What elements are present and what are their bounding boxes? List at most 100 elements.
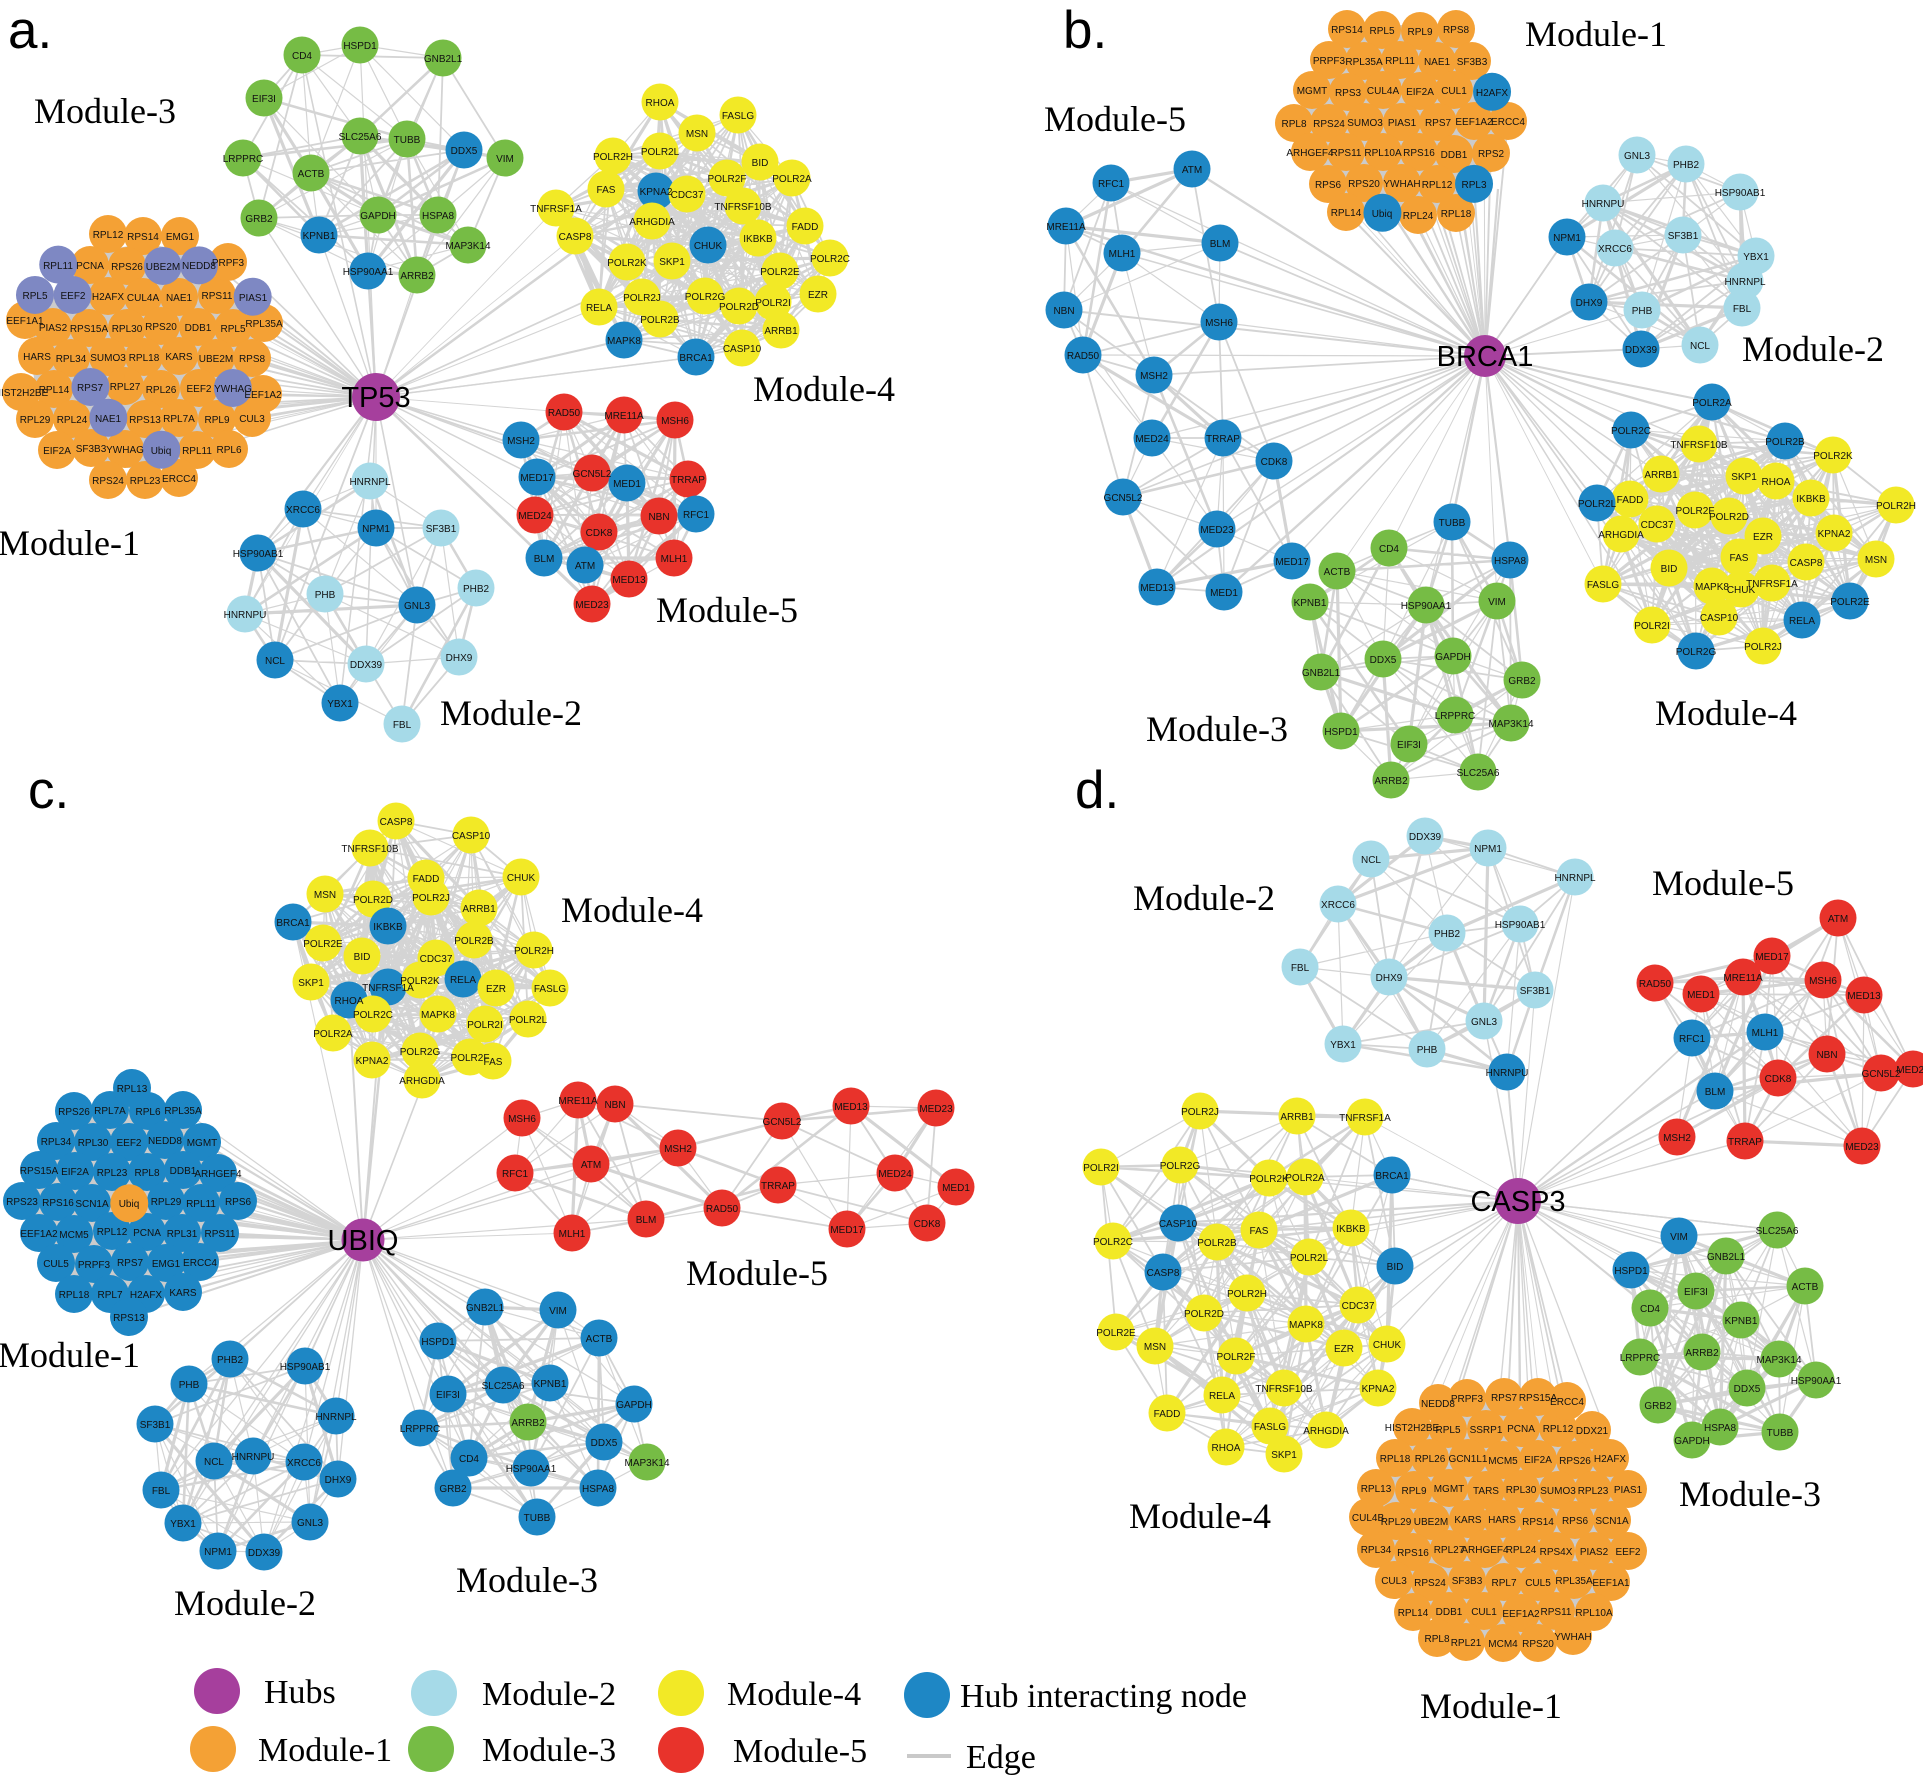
svg-text:BRCA1: BRCA1 xyxy=(276,918,310,929)
svg-text:PHB2: PHB2 xyxy=(217,1355,244,1366)
svg-text:TNFRSF1A: TNFRSF1A xyxy=(530,204,582,215)
svg-text:HSPD1: HSPD1 xyxy=(421,1337,455,1348)
svg-text:ARRB2: ARRB2 xyxy=(1685,1348,1719,1359)
svg-text:BID: BID xyxy=(354,952,371,963)
svg-text:CDC37: CDC37 xyxy=(420,954,453,965)
svg-text:RPL35A: RPL35A xyxy=(1555,1576,1593,1587)
svg-text:GNL3: GNL3 xyxy=(1624,151,1651,162)
svg-text:RPL27: RPL27 xyxy=(1434,1545,1465,1556)
svg-text:H2AFX: H2AFX xyxy=(92,292,125,303)
svg-text:KPNB1: KPNB1 xyxy=(534,1379,567,1390)
svg-text:BRCA1: BRCA1 xyxy=(1437,341,1534,373)
svg-text:FBL: FBL xyxy=(1291,963,1310,974)
svg-text:IKBKB: IKBKB xyxy=(1336,1224,1366,1235)
svg-text:RPL9: RPL9 xyxy=(204,415,229,426)
svg-text:SF3B3: SF3B3 xyxy=(1452,1576,1483,1587)
svg-text:RPS2: RPS2 xyxy=(1478,149,1505,160)
svg-text:RPS6: RPS6 xyxy=(225,1197,252,1208)
svg-text:Module-3: Module-3 xyxy=(1146,709,1288,749)
svg-text:KPNA2: KPNA2 xyxy=(356,1056,389,1067)
svg-text:CHUK: CHUK xyxy=(507,873,536,884)
svg-text:ARHGDIA: ARHGDIA xyxy=(1598,530,1644,541)
svg-text:POLR2F: POLR2F xyxy=(708,174,747,185)
svg-text:DHX9: DHX9 xyxy=(325,1475,352,1486)
svg-text:RAD50: RAD50 xyxy=(548,408,581,419)
svg-text:POLR2C: POLR2C xyxy=(810,254,850,265)
svg-text:POLR2C: POLR2C xyxy=(353,1010,393,1021)
svg-text:MED17: MED17 xyxy=(1275,557,1309,568)
svg-text:EZR: EZR xyxy=(1753,532,1773,543)
svg-text:HARS: HARS xyxy=(23,352,51,363)
svg-text:TNFRSF10B: TNFRSF10B xyxy=(1255,1384,1313,1395)
svg-text:CD4: CD4 xyxy=(292,51,312,62)
svg-text:RPS7: RPS7 xyxy=(1425,118,1452,129)
svg-text:PHB: PHB xyxy=(315,590,336,601)
svg-text:ARRB2: ARRB2 xyxy=(400,271,434,282)
svg-text:MSN: MSN xyxy=(314,890,336,901)
svg-text:GNB2L1: GNB2L1 xyxy=(424,54,463,65)
svg-text:MED13: MED13 xyxy=(612,575,646,586)
svg-text:MSN: MSN xyxy=(686,129,708,140)
svg-text:RPL13: RPL13 xyxy=(117,1084,148,1095)
svg-text:BRCA1: BRCA1 xyxy=(1375,1171,1409,1182)
svg-text:MSH2: MSH2 xyxy=(1140,371,1168,382)
svg-text:CDK8: CDK8 xyxy=(1261,457,1288,468)
svg-text:FADD: FADD xyxy=(1154,1409,1181,1420)
svg-text:TNFRSF10B: TNFRSF10B xyxy=(1670,440,1728,451)
svg-text:TNFRSF1A: TNFRSF1A xyxy=(1339,1113,1391,1124)
svg-text:POLR2L: POLR2L xyxy=(509,1015,548,1026)
svg-text:CUL3: CUL3 xyxy=(239,414,265,425)
svg-text:RPS14: RPS14 xyxy=(1522,1517,1554,1528)
svg-text:CD4: CD4 xyxy=(459,1454,479,1465)
svg-text:EEF1A1: EEF1A1 xyxy=(6,316,44,327)
svg-text:NPM1: NPM1 xyxy=(204,1547,232,1558)
svg-text:RPL7A: RPL7A xyxy=(163,414,195,425)
svg-text:RPS4X: RPS4X xyxy=(1540,1547,1573,1558)
svg-text:POLR2F: POLR2F xyxy=(1217,1352,1256,1363)
svg-text:EIF2A: EIF2A xyxy=(1406,87,1434,98)
svg-text:SF3B1: SF3B1 xyxy=(1520,986,1551,997)
svg-text:KPNA2: KPNA2 xyxy=(1362,1384,1395,1395)
svg-text:LRPPRC: LRPPRC xyxy=(1620,1353,1661,1364)
svg-text:POLR2H: POLR2H xyxy=(593,152,633,163)
svg-text:POLR2I: POLR2I xyxy=(467,1020,503,1031)
svg-text:NBN: NBN xyxy=(1053,306,1074,317)
svg-text:RPL12: RPL12 xyxy=(97,1227,128,1238)
svg-text:CUL5: CUL5 xyxy=(1525,1578,1551,1589)
svg-text:DHX9: DHX9 xyxy=(1576,298,1603,309)
svg-text:YWHAG: YWHAG xyxy=(106,445,144,456)
svg-text:POLR2D: POLR2D xyxy=(1184,1309,1224,1320)
svg-text:Module-5: Module-5 xyxy=(1044,99,1186,139)
svg-text:RPS13: RPS13 xyxy=(113,1313,145,1324)
svg-text:UBE2M: UBE2M xyxy=(1414,1517,1448,1528)
svg-text:EEF1A2: EEF1A2 xyxy=(244,390,282,401)
svg-text:POLR2F: POLR2F xyxy=(1676,506,1715,517)
svg-text:RPS26: RPS26 xyxy=(58,1107,90,1118)
svg-text:Module-4: Module-4 xyxy=(561,890,703,930)
svg-text:POLR2H: POLR2H xyxy=(1876,501,1916,512)
svg-text:RELA: RELA xyxy=(586,303,612,314)
svg-text:RPL34: RPL34 xyxy=(41,1137,72,1148)
svg-text:POLR2E: POLR2E xyxy=(760,267,800,278)
svg-text:HSP90AB1: HSP90AB1 xyxy=(280,1362,331,1373)
svg-text:POLR2A: POLR2A xyxy=(1692,398,1732,409)
svg-text:GAPDH: GAPDH xyxy=(616,1400,652,1411)
svg-text:POLR2K: POLR2K xyxy=(1813,451,1853,462)
svg-text:MED24: MED24 xyxy=(1896,1065,1923,1076)
svg-text:TNFRSF10B: TNFRSF10B xyxy=(341,844,399,855)
svg-text:RPS6: RPS6 xyxy=(1315,180,1342,191)
svg-text:SF3B1: SF3B1 xyxy=(426,524,457,535)
svg-text:RPS7: RPS7 xyxy=(77,383,104,394)
svg-text:RPL8: RPL8 xyxy=(134,1168,159,1179)
svg-text:KPNB1: KPNB1 xyxy=(303,231,336,242)
svg-text:POLR2J: POLR2J xyxy=(1181,1107,1219,1118)
svg-text:MED1: MED1 xyxy=(942,1183,970,1194)
svg-text:GCN5L2: GCN5L2 xyxy=(573,469,612,480)
svg-text:GAPDH: GAPDH xyxy=(1674,1436,1710,1447)
svg-text:RPS23: RPS23 xyxy=(6,1197,38,1208)
svg-text:RPL27: RPL27 xyxy=(110,382,141,393)
svg-text:BID: BID xyxy=(1661,564,1678,575)
svg-text:Module-2: Module-2 xyxy=(174,1583,316,1623)
svg-text:RPL24: RPL24 xyxy=(1506,1545,1537,1556)
svg-text:HNRNPL: HNRNPL xyxy=(1554,873,1596,884)
